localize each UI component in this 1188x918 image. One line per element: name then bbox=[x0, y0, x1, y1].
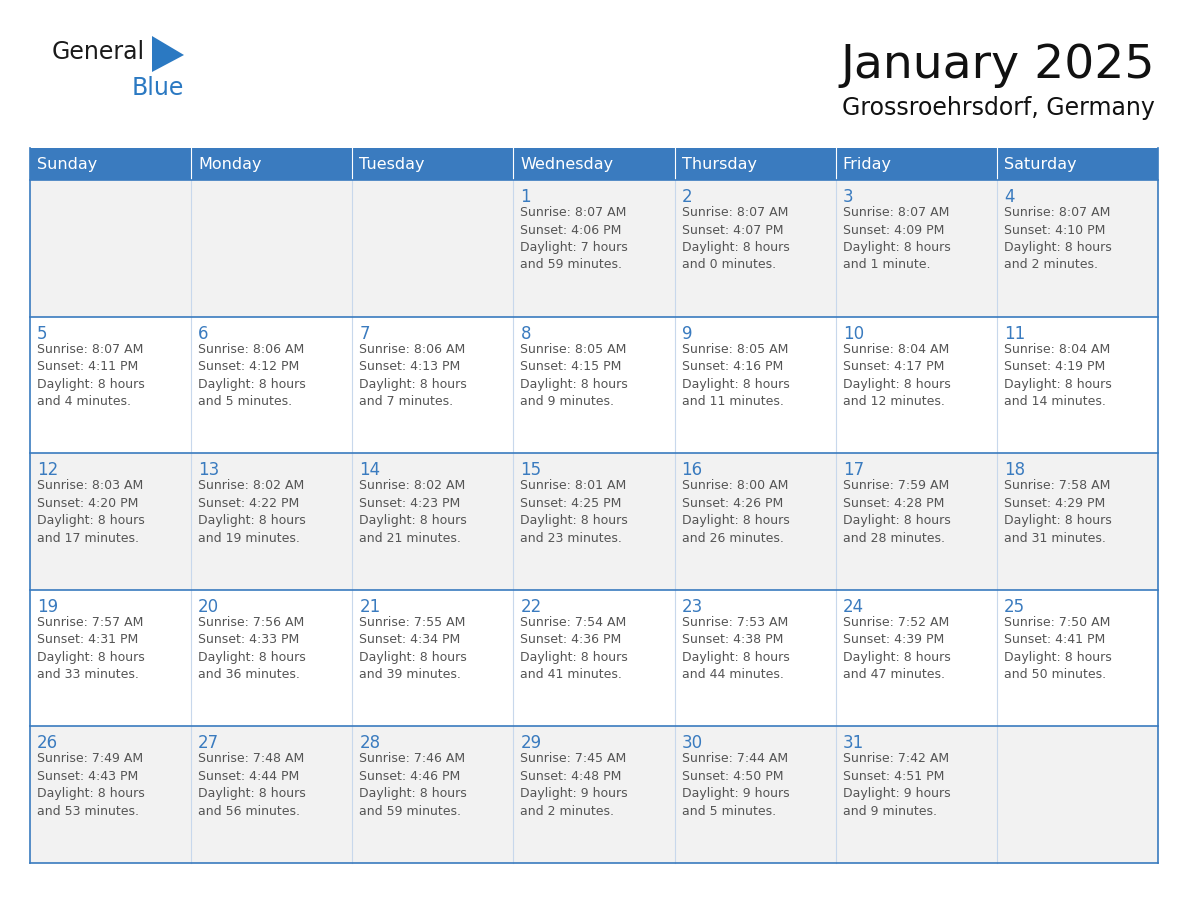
Bar bbox=[30, 180, 1158, 317]
Text: Sunrise: 8:05 AM
Sunset: 4:15 PM
Daylight: 8 hours
and 9 minutes.: Sunrise: 8:05 AM Sunset: 4:15 PM Dayligh… bbox=[520, 342, 628, 409]
Text: Sunrise: 8:00 AM
Sunset: 4:26 PM
Daylight: 8 hours
and 26 minutes.: Sunrise: 8:00 AM Sunset: 4:26 PM Dayligh… bbox=[682, 479, 789, 544]
Text: Sunrise: 8:01 AM
Sunset: 4:25 PM
Daylight: 8 hours
and 23 minutes.: Sunrise: 8:01 AM Sunset: 4:25 PM Dayligh… bbox=[520, 479, 628, 544]
Text: January 2025: January 2025 bbox=[840, 42, 1155, 87]
Text: 15: 15 bbox=[520, 461, 542, 479]
Text: 5: 5 bbox=[37, 325, 48, 342]
Text: 11: 11 bbox=[1004, 325, 1025, 342]
Text: Sunrise: 7:50 AM
Sunset: 4:41 PM
Daylight: 8 hours
and 50 minutes.: Sunrise: 7:50 AM Sunset: 4:41 PM Dayligh… bbox=[1004, 616, 1112, 681]
Text: Sunrise: 7:44 AM
Sunset: 4:50 PM
Daylight: 9 hours
and 5 minutes.: Sunrise: 7:44 AM Sunset: 4:50 PM Dayligh… bbox=[682, 753, 789, 818]
Text: 14: 14 bbox=[359, 461, 380, 479]
Text: 9: 9 bbox=[682, 325, 693, 342]
Text: 10: 10 bbox=[842, 325, 864, 342]
Text: Sunrise: 8:06 AM
Sunset: 4:12 PM
Daylight: 8 hours
and 5 minutes.: Sunrise: 8:06 AM Sunset: 4:12 PM Dayligh… bbox=[198, 342, 305, 409]
Text: Sunrise: 7:54 AM
Sunset: 4:36 PM
Daylight: 8 hours
and 41 minutes.: Sunrise: 7:54 AM Sunset: 4:36 PM Dayligh… bbox=[520, 616, 628, 681]
Text: Sunrise: 7:58 AM
Sunset: 4:29 PM
Daylight: 8 hours
and 31 minutes.: Sunrise: 7:58 AM Sunset: 4:29 PM Dayligh… bbox=[1004, 479, 1112, 544]
Bar bbox=[353, 148, 513, 180]
Text: 29: 29 bbox=[520, 734, 542, 753]
Text: 26: 26 bbox=[37, 734, 58, 753]
Text: 2: 2 bbox=[682, 188, 693, 206]
Text: Sunrise: 8:03 AM
Sunset: 4:20 PM
Daylight: 8 hours
and 17 minutes.: Sunrise: 8:03 AM Sunset: 4:20 PM Dayligh… bbox=[37, 479, 145, 544]
Text: Sunrise: 8:04 AM
Sunset: 4:17 PM
Daylight: 8 hours
and 12 minutes.: Sunrise: 8:04 AM Sunset: 4:17 PM Dayligh… bbox=[842, 342, 950, 409]
Text: Sunrise: 7:46 AM
Sunset: 4:46 PM
Daylight: 8 hours
and 59 minutes.: Sunrise: 7:46 AM Sunset: 4:46 PM Dayligh… bbox=[359, 753, 467, 818]
Text: Sunrise: 7:53 AM
Sunset: 4:38 PM
Daylight: 8 hours
and 44 minutes.: Sunrise: 7:53 AM Sunset: 4:38 PM Dayligh… bbox=[682, 616, 789, 681]
Text: Sunrise: 7:55 AM
Sunset: 4:34 PM
Daylight: 8 hours
and 39 minutes.: Sunrise: 7:55 AM Sunset: 4:34 PM Dayligh… bbox=[359, 616, 467, 681]
Bar bbox=[835, 148, 997, 180]
Text: Sunrise: 7:56 AM
Sunset: 4:33 PM
Daylight: 8 hours
and 36 minutes.: Sunrise: 7:56 AM Sunset: 4:33 PM Dayligh… bbox=[198, 616, 305, 681]
Text: Sunrise: 7:48 AM
Sunset: 4:44 PM
Daylight: 8 hours
and 56 minutes.: Sunrise: 7:48 AM Sunset: 4:44 PM Dayligh… bbox=[198, 753, 305, 818]
Text: Sunday: Sunday bbox=[37, 156, 97, 172]
Text: Monday: Monday bbox=[198, 156, 261, 172]
Text: Sunrise: 8:07 AM
Sunset: 4:10 PM
Daylight: 8 hours
and 2 minutes.: Sunrise: 8:07 AM Sunset: 4:10 PM Dayligh… bbox=[1004, 206, 1112, 272]
Text: Sunrise: 8:07 AM
Sunset: 4:06 PM
Daylight: 7 hours
and 59 minutes.: Sunrise: 8:07 AM Sunset: 4:06 PM Dayligh… bbox=[520, 206, 628, 272]
Text: 20: 20 bbox=[198, 598, 220, 616]
Bar bbox=[30, 589, 1158, 726]
Text: Sunrise: 8:06 AM
Sunset: 4:13 PM
Daylight: 8 hours
and 7 minutes.: Sunrise: 8:06 AM Sunset: 4:13 PM Dayligh… bbox=[359, 342, 467, 409]
Text: Saturday: Saturday bbox=[1004, 156, 1076, 172]
Text: 28: 28 bbox=[359, 734, 380, 753]
Text: 13: 13 bbox=[198, 461, 220, 479]
Text: Sunrise: 7:57 AM
Sunset: 4:31 PM
Daylight: 8 hours
and 33 minutes.: Sunrise: 7:57 AM Sunset: 4:31 PM Dayligh… bbox=[37, 616, 145, 681]
Text: Grossroehrsdorf, Germany: Grossroehrsdorf, Germany bbox=[842, 96, 1155, 120]
Text: 3: 3 bbox=[842, 188, 853, 206]
Text: 23: 23 bbox=[682, 598, 703, 616]
Text: 7: 7 bbox=[359, 325, 369, 342]
Text: Sunrise: 7:52 AM
Sunset: 4:39 PM
Daylight: 8 hours
and 47 minutes.: Sunrise: 7:52 AM Sunset: 4:39 PM Dayligh… bbox=[842, 616, 950, 681]
Text: Sunrise: 8:02 AM
Sunset: 4:22 PM
Daylight: 8 hours
and 19 minutes.: Sunrise: 8:02 AM Sunset: 4:22 PM Dayligh… bbox=[198, 479, 305, 544]
Text: 18: 18 bbox=[1004, 461, 1025, 479]
Text: 16: 16 bbox=[682, 461, 702, 479]
Text: Tuesday: Tuesday bbox=[359, 156, 425, 172]
Text: Sunrise: 7:59 AM
Sunset: 4:28 PM
Daylight: 8 hours
and 28 minutes.: Sunrise: 7:59 AM Sunset: 4:28 PM Dayligh… bbox=[842, 479, 950, 544]
Text: Sunrise: 8:04 AM
Sunset: 4:19 PM
Daylight: 8 hours
and 14 minutes.: Sunrise: 8:04 AM Sunset: 4:19 PM Dayligh… bbox=[1004, 342, 1112, 409]
Text: 24: 24 bbox=[842, 598, 864, 616]
Bar bbox=[30, 453, 1158, 589]
Text: Thursday: Thursday bbox=[682, 156, 757, 172]
Text: 6: 6 bbox=[198, 325, 209, 342]
Text: Wednesday: Wednesday bbox=[520, 156, 613, 172]
Bar bbox=[513, 148, 675, 180]
Text: Sunrise: 8:07 AM
Sunset: 4:09 PM
Daylight: 8 hours
and 1 minute.: Sunrise: 8:07 AM Sunset: 4:09 PM Dayligh… bbox=[842, 206, 950, 272]
Text: Sunrise: 8:07 AM
Sunset: 4:07 PM
Daylight: 8 hours
and 0 minutes.: Sunrise: 8:07 AM Sunset: 4:07 PM Dayligh… bbox=[682, 206, 789, 272]
Polygon shape bbox=[152, 36, 184, 72]
Text: 31: 31 bbox=[842, 734, 864, 753]
Text: 27: 27 bbox=[198, 734, 220, 753]
Bar bbox=[30, 726, 1158, 863]
Text: Sunrise: 7:45 AM
Sunset: 4:48 PM
Daylight: 9 hours
and 2 minutes.: Sunrise: 7:45 AM Sunset: 4:48 PM Dayligh… bbox=[520, 753, 628, 818]
Text: 17: 17 bbox=[842, 461, 864, 479]
Text: 1: 1 bbox=[520, 188, 531, 206]
Bar bbox=[675, 148, 835, 180]
Text: 12: 12 bbox=[37, 461, 58, 479]
Bar bbox=[191, 148, 353, 180]
Text: 30: 30 bbox=[682, 734, 702, 753]
Text: Sunrise: 7:42 AM
Sunset: 4:51 PM
Daylight: 9 hours
and 9 minutes.: Sunrise: 7:42 AM Sunset: 4:51 PM Dayligh… bbox=[842, 753, 950, 818]
Text: 4: 4 bbox=[1004, 188, 1015, 206]
Text: Sunrise: 8:07 AM
Sunset: 4:11 PM
Daylight: 8 hours
and 4 minutes.: Sunrise: 8:07 AM Sunset: 4:11 PM Dayligh… bbox=[37, 342, 145, 409]
Text: Sunrise: 7:49 AM
Sunset: 4:43 PM
Daylight: 8 hours
and 53 minutes.: Sunrise: 7:49 AM Sunset: 4:43 PM Dayligh… bbox=[37, 753, 145, 818]
Text: 19: 19 bbox=[37, 598, 58, 616]
Text: Sunrise: 8:02 AM
Sunset: 4:23 PM
Daylight: 8 hours
and 21 minutes.: Sunrise: 8:02 AM Sunset: 4:23 PM Dayligh… bbox=[359, 479, 467, 544]
Text: Sunrise: 8:05 AM
Sunset: 4:16 PM
Daylight: 8 hours
and 11 minutes.: Sunrise: 8:05 AM Sunset: 4:16 PM Dayligh… bbox=[682, 342, 789, 409]
Text: 21: 21 bbox=[359, 598, 380, 616]
Text: Friday: Friday bbox=[842, 156, 892, 172]
Text: 25: 25 bbox=[1004, 598, 1025, 616]
Text: 22: 22 bbox=[520, 598, 542, 616]
Text: 8: 8 bbox=[520, 325, 531, 342]
Text: Blue: Blue bbox=[132, 76, 184, 100]
Text: General: General bbox=[52, 40, 145, 64]
Bar bbox=[997, 148, 1158, 180]
Bar bbox=[30, 148, 191, 180]
Bar bbox=[30, 317, 1158, 453]
